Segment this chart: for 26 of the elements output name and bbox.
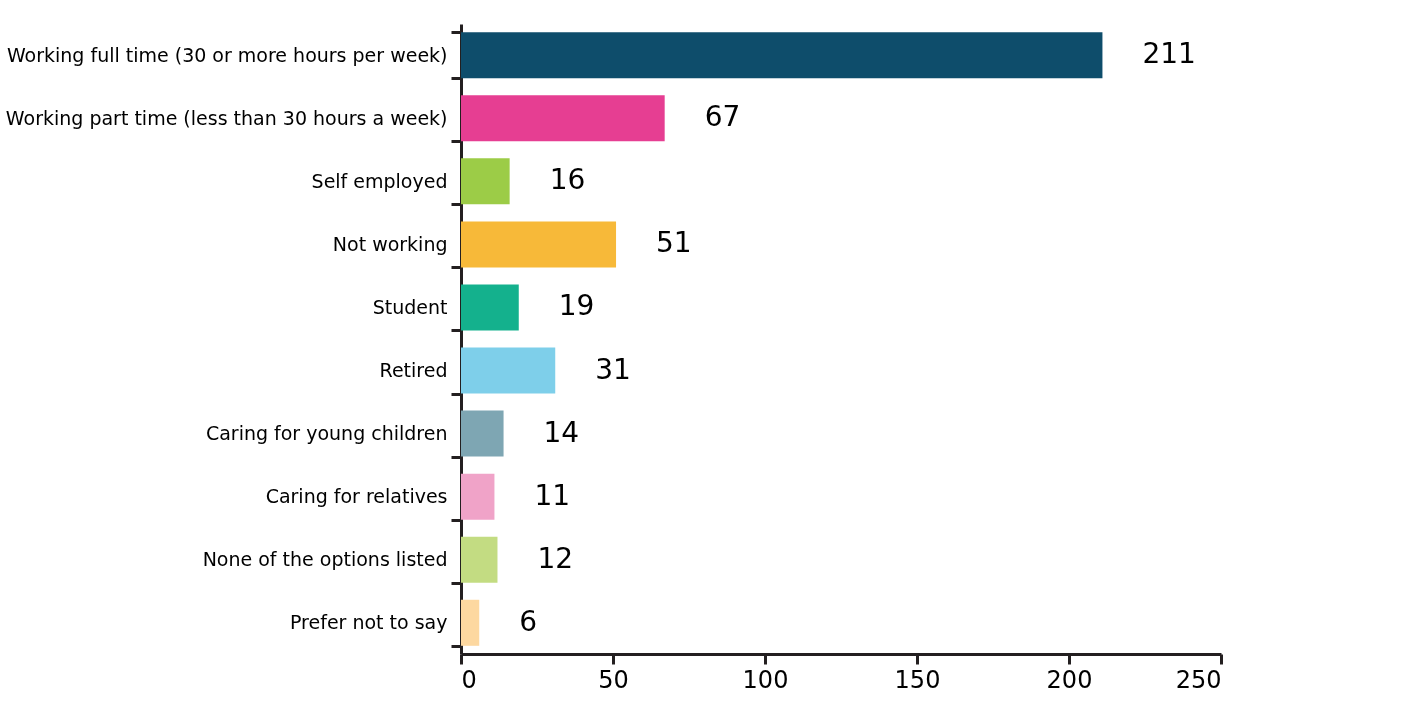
data-label: 31 <box>595 352 631 386</box>
y-tick-label: Self employed <box>311 169 448 192</box>
x-tick-label: 100 <box>742 665 789 694</box>
y-tick-label: Student <box>372 295 448 318</box>
data-label: 14 <box>543 415 580 449</box>
data-label: 6 <box>519 604 538 638</box>
y-tick-label: Working full time (30 or more hours per week) <box>6 43 448 66</box>
data-label: 16 <box>549 163 586 197</box>
data-label: 211 <box>1142 37 1196 71</box>
data-label: 11 <box>534 478 571 512</box>
y-tick-label: None of the options listed <box>202 548 448 571</box>
y-tick-label: Retired <box>379 359 448 382</box>
data-label: 19 <box>558 289 595 323</box>
x-tick-label: 250 <box>1175 665 1222 694</box>
x-tick-label: 150 <box>894 665 941 694</box>
x-tick-label: 0 <box>461 665 477 694</box>
y-tick-label: Working part time (less than 30 hours a week) <box>5 106 448 129</box>
y-tick-label: Not working <box>332 232 448 255</box>
y-tick-label: Caring for relatives <box>265 485 448 508</box>
x-tick-label: 200 <box>1046 665 1093 694</box>
data-label: 67 <box>704 100 741 134</box>
data-label: 51 <box>656 226 692 260</box>
x-tick-label: 50 <box>598 665 629 694</box>
y-tick-label: Prefer not to say <box>290 611 448 634</box>
y-tick-label: Caring for young children <box>205 422 448 445</box>
data-label: 12 <box>537 541 574 575</box>
